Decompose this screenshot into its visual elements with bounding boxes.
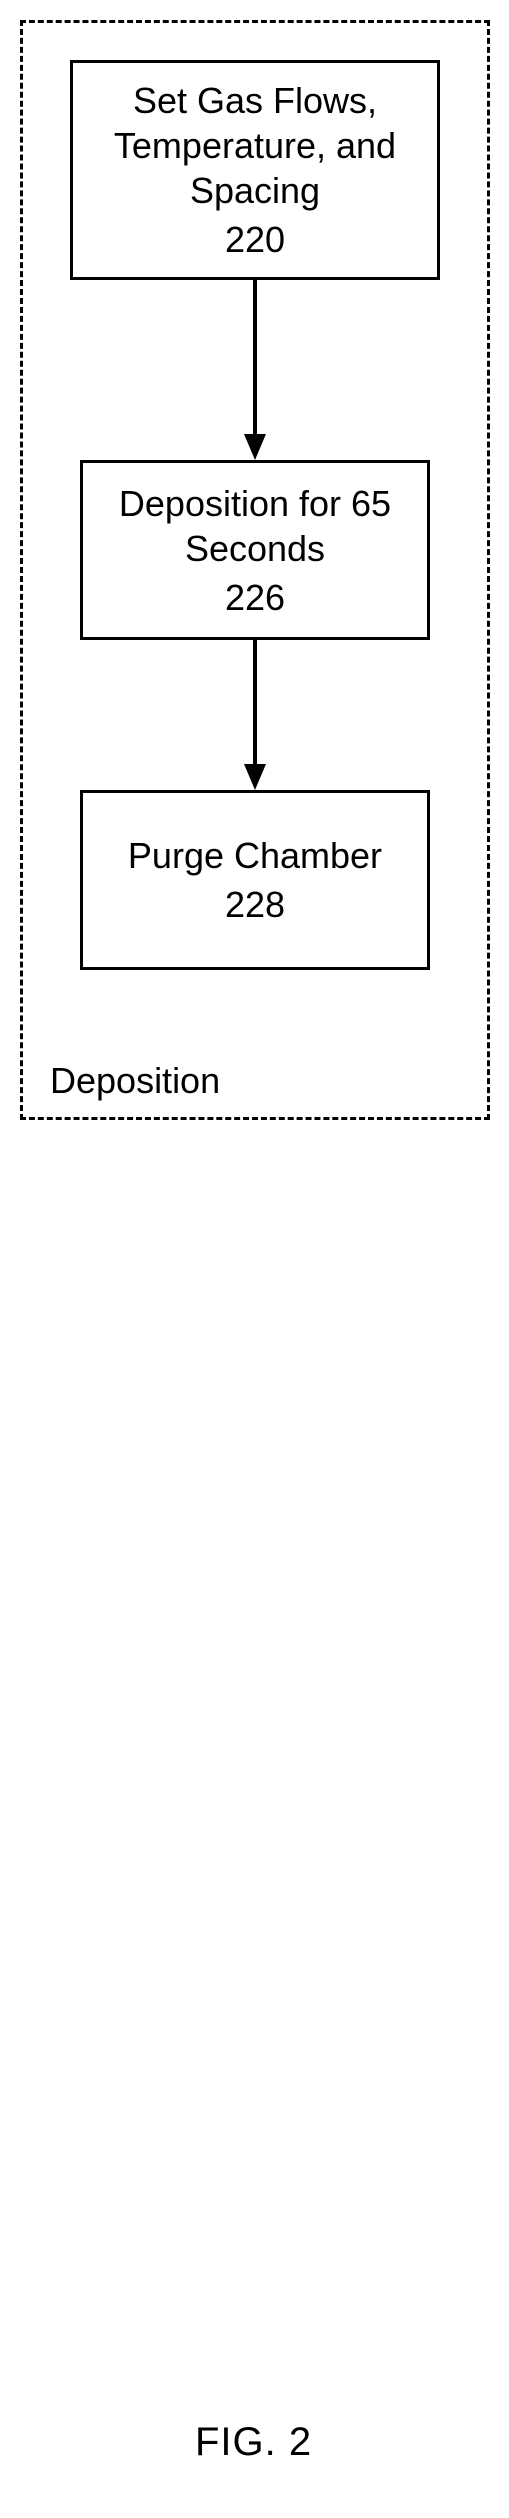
node-number: 226 bbox=[225, 575, 285, 620]
figure-caption: FIG. 2 bbox=[195, 2420, 312, 2465]
node-deposition-65s: Deposition for 65 Seconds 226 bbox=[80, 460, 430, 640]
node-set-gas-flows: Set Gas Flows, Temperature, and Spacing … bbox=[70, 60, 440, 280]
node-label: Set Gas Flows, Temperature, and Spacing bbox=[73, 78, 437, 213]
node-number: 220 bbox=[225, 217, 285, 262]
deposition-group-label: Deposition bbox=[50, 1060, 220, 1102]
node-number: 228 bbox=[225, 882, 285, 927]
node-purge-chamber: Purge Chamber 228 bbox=[80, 790, 430, 970]
node-label: Deposition for 65 Seconds bbox=[83, 481, 427, 571]
figure-canvas: Set Gas Flows, Temperature, and Spacing … bbox=[0, 0, 509, 2518]
node-label: Purge Chamber bbox=[128, 833, 382, 878]
